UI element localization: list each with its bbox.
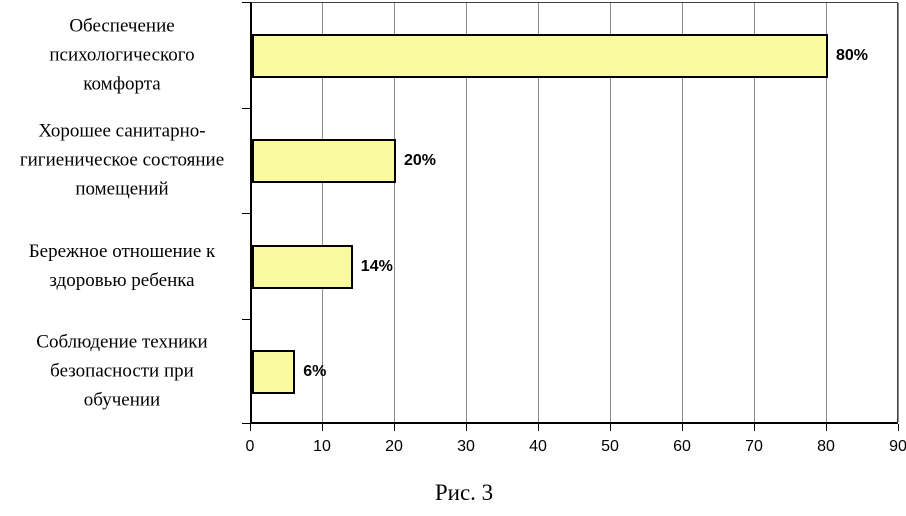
x-tick-mark	[610, 424, 611, 431]
x-tick-label: 50	[601, 438, 619, 455]
bar-row: 80%	[252, 3, 897, 109]
x-tick-mark	[250, 424, 251, 431]
bar-хорошее	[252, 139, 396, 184]
bar-row: 20%	[252, 109, 897, 215]
x-tick-mark	[466, 424, 467, 431]
bar-data-label: 20%	[404, 152, 437, 170]
x-tick-label: 0	[245, 438, 255, 455]
x-tick-label: 80	[817, 438, 835, 455]
bar-бережное	[252, 244, 353, 289]
x-tick-label: 70	[745, 438, 763, 455]
category-label: Бережное отношение к здоровью ребенка	[28, 240, 216, 291]
x-tick-mark	[826, 424, 827, 431]
x-tick-label: 90	[889, 438, 906, 455]
x-tick-label: 60	[673, 438, 691, 455]
x-tick-mark	[538, 424, 539, 431]
x-tick-mark	[682, 424, 683, 431]
x-tick-label: 40	[529, 438, 547, 455]
y-tick-mark	[242, 423, 250, 424]
bar-data-label: 14%	[360, 257, 393, 275]
category-label: Хорошее санитарно-гигиеническое состояни…	[19, 120, 225, 200]
x-tick-label: 30	[457, 438, 475, 455]
y-tick-mark	[242, 107, 250, 109]
gridline	[682, 3, 683, 422]
gridline	[754, 3, 755, 422]
gridline	[322, 3, 323, 422]
x-tick-mark	[394, 424, 395, 431]
gridline	[538, 3, 539, 422]
gridline	[394, 3, 395, 422]
x-tick-label: 20	[385, 438, 403, 455]
figure-caption: Рис. 3	[434, 480, 494, 505]
y-tick-mark	[242, 213, 250, 214]
x-tick-mark	[322, 424, 323, 431]
plot-area: 80% 20% 14% 6%	[250, 2, 899, 426]
bar-row: 14%	[252, 214, 897, 320]
gridline	[610, 3, 611, 422]
gridline	[466, 3, 467, 422]
bar-row: 6%	[252, 320, 897, 426]
category-label: Обеспечение психологического комфорта	[49, 15, 195, 95]
bar-data-label: 80%	[836, 46, 869, 64]
x-tick-mark	[898, 424, 899, 431]
bar-соблюдение	[252, 350, 296, 395]
gridline	[826, 3, 827, 422]
gridline	[898, 3, 899, 422]
y-tick-mark	[242, 2, 250, 3]
y-tick-mark	[242, 318, 250, 320]
bar-обеспечение	[252, 33, 828, 78]
bar-data-label: 6%	[303, 363, 327, 381]
category-label: Соблюдение техники безопасности при обуч…	[36, 331, 208, 411]
x-tick-label: 10	[313, 438, 331, 455]
x-tick-mark	[754, 424, 755, 431]
